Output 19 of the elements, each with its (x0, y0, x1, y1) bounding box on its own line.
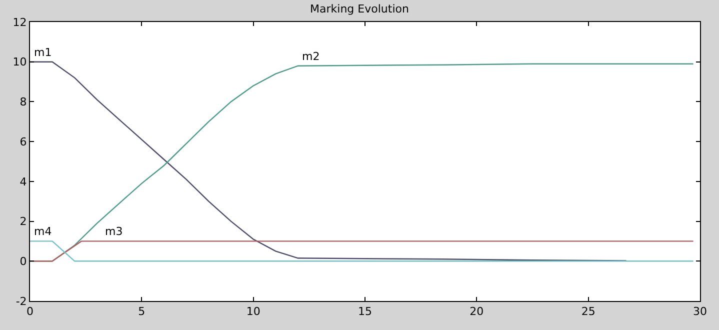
x-tick-label: 15 (358, 305, 372, 318)
y-tick-label: 10 (12, 56, 27, 69)
y-tick-label: 12 (12, 16, 27, 29)
chart-title: Marking Evolution (310, 2, 409, 16)
annotation: m2 (302, 50, 320, 63)
y-tick-label: 2 (20, 215, 27, 228)
y-tick-label: 8 (20, 96, 27, 109)
y-tick-label: -2 (16, 294, 27, 308)
x-tick-label: 30 (693, 305, 707, 318)
y-tick-label: 6 (20, 135, 27, 148)
x-tick-label: 5 (138, 305, 146, 318)
y-tick-label: 4 (20, 175, 27, 188)
annotation: m1 (34, 46, 52, 59)
x-tick-label: 10 (246, 305, 260, 318)
annotation: m4 (34, 225, 52, 238)
x-tick-label: 25 (581, 305, 596, 318)
y-tick-label: 0 (20, 254, 27, 268)
annotation: m3 (105, 225, 123, 238)
x-tick-label: 20 (470, 305, 484, 318)
